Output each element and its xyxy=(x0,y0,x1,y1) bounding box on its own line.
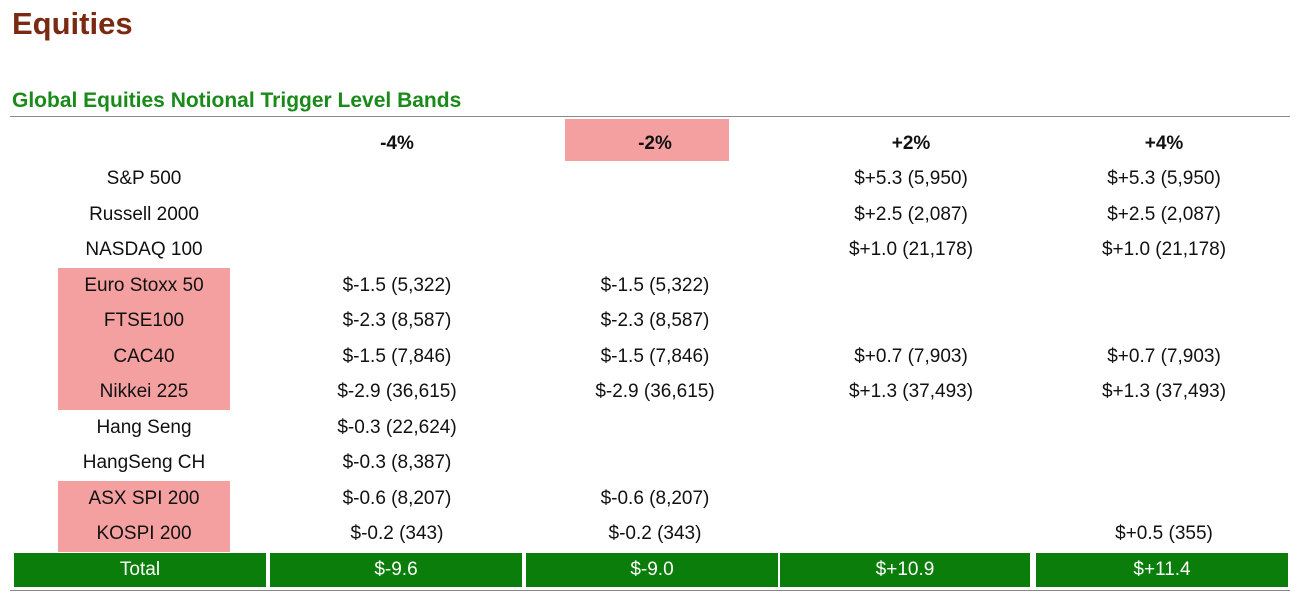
total-value-plus-4: $+11.4 xyxy=(1036,552,1288,587)
table-row: KOSPI 200 $-0.2 (343) $-0.2 (343) $+0.5 (35… xyxy=(12,516,1290,552)
column-header-plus-2: +2% xyxy=(891,132,931,154)
value-cell: $+1.3 (37,493) xyxy=(1101,381,1227,403)
value-cell: $-0.3 (8,387) xyxy=(342,452,452,474)
value-cell xyxy=(526,445,784,481)
index-name: KOSPI 200 xyxy=(58,516,230,552)
row-label-cell: Nikkei 225 xyxy=(12,374,268,410)
value-cell xyxy=(1038,445,1290,481)
table-row: Euro Stoxx 50 $-1.5 (5,322) $-1.5 (5,322) xyxy=(12,267,1290,304)
trigger-level-table: -4% -2% +2% +4% S&P 500 $+5.3 (5,950) $+5.… xyxy=(12,119,1290,587)
value-cell xyxy=(784,445,1038,481)
value-cell: $+5.3 (5,950) xyxy=(854,168,968,190)
table-row: Hang Seng $-0.3 (22,624) xyxy=(12,410,1290,446)
row-label-cell: CAC40 xyxy=(12,338,268,374)
value-cell: $+0.7 (7,903) xyxy=(1107,345,1221,367)
value-cell xyxy=(1038,268,1290,304)
value-cell xyxy=(784,516,1038,552)
row-label-cell: Hang Seng xyxy=(12,410,268,446)
index-name: Euro Stoxx 50 xyxy=(58,267,230,303)
value-cell xyxy=(526,232,784,268)
value-cell: $+0.5 (355) xyxy=(1115,523,1213,545)
value-cell xyxy=(526,410,784,446)
value-cell xyxy=(784,481,1038,517)
value-cell xyxy=(784,410,1038,446)
value-cell xyxy=(1038,410,1290,446)
row-label-cell: Euro Stoxx 50 xyxy=(12,267,268,303)
table-row: S&P 500 $+5.3 (5,950) $+5.3 (5,950) xyxy=(12,161,1290,197)
total-row: Total $-9.6 $-9.0 $+10.9 $+11.4 xyxy=(12,552,1290,587)
value-cell: $+5.3 (5,950) xyxy=(1107,168,1221,190)
value-cell: $-0.6 (8,207) xyxy=(600,487,710,509)
table-body: S&P 500 $+5.3 (5,950) $+5.3 (5,950) Russell… xyxy=(12,161,1290,552)
index-name: FTSE100 xyxy=(58,303,230,339)
section-title: Global Equities Notional Trigger Level B… xyxy=(12,89,462,112)
table-row: Russell 2000 $+2.5 (2,087) $+2.5 (2,087) xyxy=(12,197,1290,233)
row-label-cell: KOSPI 200 xyxy=(12,516,268,552)
index-name: ASX SPI 200 xyxy=(58,480,230,516)
value-cell xyxy=(526,197,784,233)
table-row: CAC40 $-1.5 (7,846) $-1.5 (7,846) $+0.7 (7,… xyxy=(12,338,1290,374)
value-cell: $+1.0 (21,178) xyxy=(1101,239,1227,261)
total-label: Total xyxy=(14,552,266,587)
row-label-cell: NASDAQ 100 xyxy=(12,232,268,268)
value-cell: $+2.5 (2,087) xyxy=(854,203,968,225)
table-row: ASX SPI 200 $-0.6 (8,207) $-0.6 (8,207) xyxy=(12,480,1290,517)
top-divider xyxy=(10,116,1290,117)
value-cell: $-2.3 (8,587) xyxy=(600,310,710,332)
value-cell xyxy=(784,303,1038,339)
row-label-cell: HangSeng CH xyxy=(12,445,268,481)
value-cell: $+1.3 (37,493) xyxy=(848,381,974,403)
total-value-plus-2: $+10.9 xyxy=(780,552,1030,587)
value-cell xyxy=(784,268,1038,304)
bottom-divider xyxy=(10,590,1290,591)
row-label-cell: FTSE100 xyxy=(12,303,268,339)
value-cell xyxy=(268,161,526,197)
value-cell: $-2.3 (8,587) xyxy=(342,310,452,332)
row-label-cell: S&P 500 xyxy=(12,161,268,197)
table-row: FTSE100 $-2.3 (8,587) $-2.3 (8,587) xyxy=(12,303,1290,339)
value-cell xyxy=(1038,481,1290,517)
table-header-row: -4% -2% +2% +4% xyxy=(12,119,1290,161)
column-header-minus-4: -4% xyxy=(380,132,414,154)
index-name: HangSeng CH xyxy=(82,452,206,474)
total-value-minus-4: $-9.6 xyxy=(270,552,522,587)
value-cell: $-1.5 (7,846) xyxy=(600,345,710,367)
row-label-cell: ASX SPI 200 xyxy=(12,480,268,516)
column-header-plus-4: +4% xyxy=(1144,132,1184,154)
value-cell: $-0.2 (343) xyxy=(350,523,444,545)
value-cell: $-1.5 (5,322) xyxy=(600,274,710,296)
page-title: Equities xyxy=(12,6,133,41)
value-cell: $-0.3 (22,624) xyxy=(337,416,457,438)
row-label-cell: Russell 2000 xyxy=(12,197,268,233)
highlighted-column-header-bg xyxy=(565,119,729,161)
value-cell: $-2.9 (36,615) xyxy=(595,381,715,403)
total-value-minus-2: $-9.0 xyxy=(526,552,778,587)
value-cell: $+0.7 (7,903) xyxy=(854,345,968,367)
value-cell: $+2.5 (2,087) xyxy=(1107,203,1221,225)
value-cell: $-1.5 (7,846) xyxy=(342,345,452,367)
table-row: NASDAQ 100 $+1.0 (21,178) $+1.0 (21,178) xyxy=(12,232,1290,268)
value-cell: $-0.6 (8,207) xyxy=(342,487,452,509)
index-name: Hang Seng xyxy=(96,416,192,438)
value-cell xyxy=(268,232,526,268)
index-name: S&P 500 xyxy=(106,168,182,190)
index-name: Nikkei 225 xyxy=(58,374,230,410)
index-name: NASDAQ 100 xyxy=(85,239,203,261)
index-name: CAC40 xyxy=(58,338,230,374)
value-cell: $-0.2 (343) xyxy=(608,523,702,545)
value-cell: $-2.9 (36,615) xyxy=(337,381,457,403)
value-cell: $+1.0 (21,178) xyxy=(848,239,974,261)
value-cell: $-1.5 (5,322) xyxy=(342,274,452,296)
column-header-minus-2: -2% xyxy=(638,132,672,154)
value-cell xyxy=(526,161,784,197)
table-row: HangSeng CH $-0.3 (8,387) xyxy=(12,445,1290,481)
value-cell xyxy=(268,197,526,233)
index-name: Russell 2000 xyxy=(89,203,199,225)
value-cell xyxy=(1038,303,1290,339)
table-row: Nikkei 225 $-2.9 (36,615) $-2.9 (36,615) $+… xyxy=(12,374,1290,410)
